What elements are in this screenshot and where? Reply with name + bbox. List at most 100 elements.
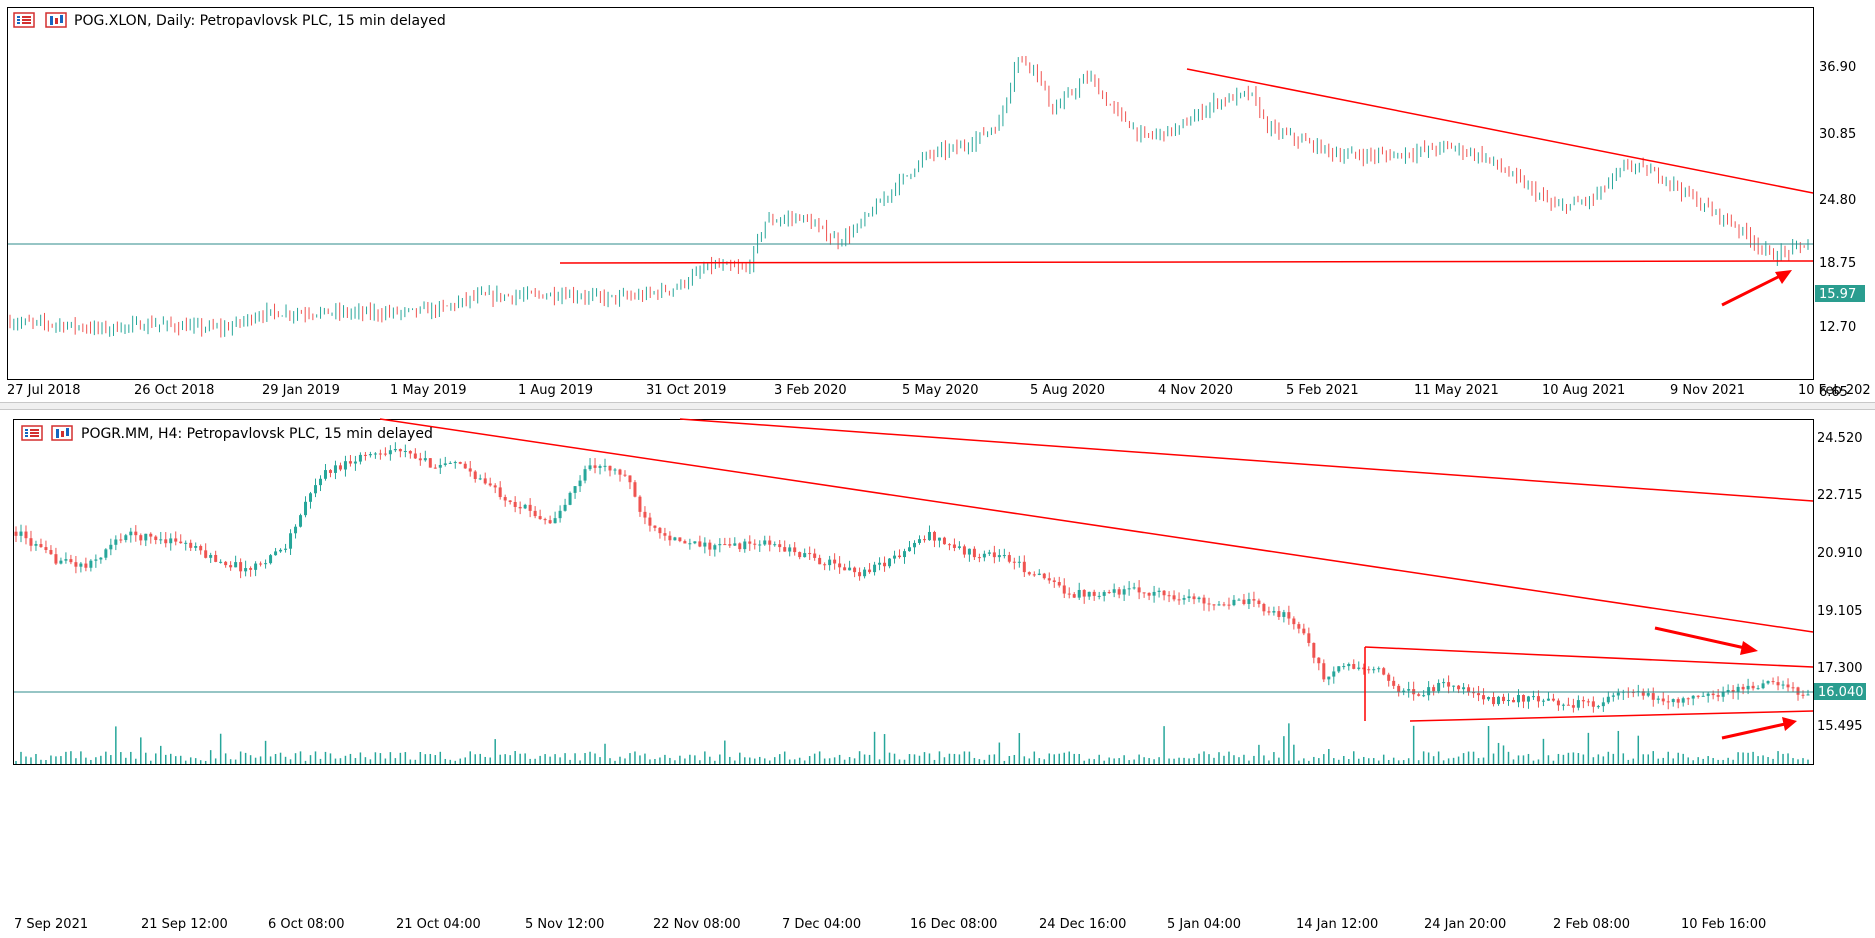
candle-body bbox=[109, 544, 113, 550]
candle-body bbox=[1402, 690, 1406, 692]
time-label: 7 Dec 04:00 bbox=[782, 917, 861, 932]
candle-body bbox=[798, 552, 802, 558]
time-label: 26 Oct 2018 bbox=[134, 383, 214, 398]
candle-body bbox=[1696, 695, 1700, 697]
candle-body bbox=[54, 554, 58, 564]
candle-body bbox=[1152, 591, 1156, 596]
candle-body bbox=[962, 546, 966, 555]
candle-body bbox=[853, 567, 857, 573]
candle-body bbox=[1222, 604, 1226, 606]
time-label: 22 Nov 08:00 bbox=[653, 917, 741, 932]
candle-body bbox=[368, 454, 372, 456]
price-label: 12.70 bbox=[1819, 320, 1856, 335]
candle-body bbox=[927, 531, 931, 541]
list-icon[interactable] bbox=[13, 12, 35, 28]
candle-body bbox=[653, 525, 657, 528]
chart-header: POG.XLON, Daily: Petropavlovsk PLC, 15 m… bbox=[13, 12, 446, 29]
candle-body bbox=[1012, 561, 1016, 563]
candle-body bbox=[1766, 681, 1770, 684]
candle-body bbox=[19, 531, 23, 536]
candle-body bbox=[1671, 699, 1675, 703]
chart-header: POGR.MM, H4: Petropavlovsk PLC, 15 min d… bbox=[21, 425, 433, 442]
candle-body bbox=[1796, 687, 1800, 695]
candle-body bbox=[818, 557, 822, 565]
time-label: 11 May 2021 bbox=[1414, 383, 1499, 398]
candle-body bbox=[29, 538, 33, 546]
candle-body bbox=[942, 537, 946, 545]
candle-body bbox=[1407, 689, 1411, 691]
candle-body bbox=[333, 465, 337, 473]
candle-body bbox=[1467, 687, 1471, 693]
candle-body bbox=[1147, 592, 1151, 596]
time-axis: 27 Jul 2018 26 Oct 2018 29 Jan 2019 1 Ma… bbox=[7, 383, 1871, 398]
candle-body bbox=[388, 450, 392, 455]
candle-body bbox=[1347, 664, 1351, 667]
candle-body bbox=[69, 559, 73, 563]
price-label: 15.495 bbox=[1817, 719, 1863, 734]
candle-body bbox=[1492, 697, 1496, 705]
candle-body bbox=[1651, 693, 1655, 700]
candle-body bbox=[893, 555, 897, 559]
candle-body bbox=[823, 564, 827, 566]
chart-icon[interactable] bbox=[45, 12, 67, 28]
candle-body bbox=[1047, 578, 1051, 581]
chart-icon[interactable] bbox=[51, 425, 73, 441]
candle-body bbox=[1646, 693, 1650, 696]
current-price-badge: 16.040 bbox=[1814, 683, 1866, 700]
candle-body bbox=[932, 531, 936, 541]
candle-body bbox=[249, 568, 253, 570]
candle-body bbox=[703, 542, 707, 547]
candle-body bbox=[309, 493, 313, 502]
candle-body bbox=[1801, 694, 1805, 696]
candle-body bbox=[224, 561, 228, 566]
candle-body bbox=[194, 546, 198, 548]
candle-body bbox=[1262, 604, 1266, 612]
list-icon[interactable] bbox=[21, 425, 43, 441]
candle-body bbox=[1531, 696, 1535, 698]
volume-bars bbox=[15, 723, 1809, 764]
candle-body bbox=[758, 544, 762, 546]
candle-body bbox=[1551, 698, 1555, 701]
candle-body bbox=[433, 467, 437, 469]
chart-divider[interactable] bbox=[0, 402, 1875, 410]
plot-frame bbox=[13, 419, 1814, 765]
candle-body bbox=[269, 555, 273, 564]
time-label: 14 Jan 12:00 bbox=[1296, 917, 1378, 932]
current-price-badge: 15.97 bbox=[1815, 285, 1865, 302]
candle-body bbox=[1122, 589, 1126, 595]
resistance-trendline bbox=[379, 418, 1814, 633]
candle-body bbox=[603, 465, 607, 467]
candle-body bbox=[1312, 642, 1316, 658]
candle-body bbox=[648, 517, 652, 526]
candle-body bbox=[1167, 595, 1171, 597]
candle-body bbox=[1157, 590, 1161, 592]
candle-body bbox=[104, 549, 108, 558]
channel-top-line bbox=[1364, 646, 1814, 668]
price-label: 6.65 bbox=[1819, 385, 1848, 400]
candle-body bbox=[1711, 693, 1715, 696]
candle-body bbox=[957, 546, 961, 548]
candle-body bbox=[578, 480, 582, 487]
candle-body bbox=[214, 554, 218, 562]
candle-body bbox=[383, 453, 387, 455]
candle-body bbox=[204, 550, 208, 558]
candle-body bbox=[1032, 574, 1036, 576]
candle-body bbox=[59, 560, 63, 564]
candle-body bbox=[683, 541, 687, 544]
candle-body bbox=[1686, 698, 1690, 700]
candle-body bbox=[159, 539, 163, 541]
candle-body bbox=[937, 537, 941, 541]
candle-body bbox=[633, 482, 637, 497]
candle-body bbox=[888, 558, 892, 567]
candle-body bbox=[1706, 693, 1710, 696]
candle-body bbox=[858, 572, 862, 577]
time-label: 4 Nov 2020 bbox=[1158, 383, 1233, 398]
h4-chart[interactable]: POGR.MM, H4: Petropavlovsk PLC, 15 min d… bbox=[0, 410, 1875, 938]
chart-title: POG.XLON, Daily: Petropavlovsk PLC, 15 m… bbox=[74, 13, 446, 29]
candle-body bbox=[323, 470, 327, 479]
price-label: 18.75 bbox=[1819, 256, 1856, 271]
candle-body bbox=[543, 519, 547, 521]
candle-body bbox=[1067, 593, 1071, 595]
candle-body bbox=[24, 531, 28, 539]
daily-chart[interactable]: POG.XLON, Daily: Petropavlovsk PLC, 15 m… bbox=[0, 0, 1875, 402]
